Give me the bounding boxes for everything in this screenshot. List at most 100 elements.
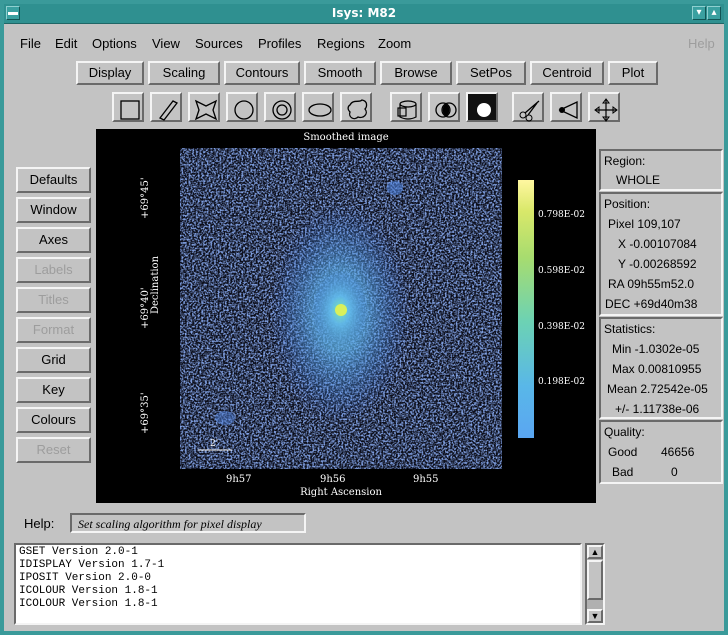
side-grid-button[interactable]: Grid [16, 347, 91, 373]
quality-box: Quality: Good 46656 Bad 0 [599, 420, 723, 484]
log-line: GSET Version 2.0-1 [19, 546, 138, 558]
move-icon [594, 98, 618, 122]
position-label: Position: [604, 197, 651, 211]
x-tick-3: 9h55 [413, 474, 439, 485]
good-label: Good [608, 445, 638, 459]
dec-value: DEC +69d40m38 [605, 297, 698, 311]
max-value: Max 0.00810955 [612, 362, 702, 376]
quality-label: Quality: [604, 425, 645, 439]
colorbar-tick-3: 0.398E-02 [538, 322, 585, 332]
side-titles-button[interactable]: Titles [16, 287, 91, 313]
minimize-button[interactable]: ▾ [692, 6, 706, 20]
venn-tool[interactable] [428, 92, 460, 122]
menu-bar: File Edit Options View Sources Profiles … [12, 31, 720, 55]
toolbar-browse-button[interactable]: Browse [380, 61, 452, 85]
annulus-tool[interactable] [264, 92, 296, 122]
title-bar[interactable]: ▬ Isys: M82 ▾ ▴ [4, 4, 724, 24]
ra-value: RA 09h55m52.0 [608, 277, 695, 291]
ellipse-icon [308, 103, 332, 117]
help-text-box: Set scaling algorithm for pixel display [70, 513, 306, 533]
colorbar [518, 180, 534, 438]
filled-circle-tool[interactable] [466, 92, 498, 122]
colorbar-tick-1: 0.798E-02 [538, 210, 585, 220]
menu-profiles[interactable]: Profiles [258, 36, 302, 51]
cylinder-icon [397, 100, 417, 120]
scroll-up-arrow[interactable]: ▲ [587, 545, 603, 559]
side-window-button[interactable]: Window [16, 197, 91, 223]
maximize-button[interactable]: ▴ [707, 6, 721, 20]
colorbar-tick-4: 0.198E-02 [538, 377, 585, 387]
error-value: +/- 1.11738e-06 [615, 402, 700, 416]
side-defaults-button[interactable]: Defaults [16, 167, 91, 193]
image-plot[interactable]: 2' [180, 148, 502, 469]
cylinder-tool[interactable] [390, 92, 422, 122]
circle-icon [234, 100, 254, 120]
eye-icon [558, 100, 578, 120]
toolbar-plot-button[interactable]: Plot [608, 61, 658, 85]
menu-sources[interactable]: Sources [195, 36, 243, 51]
window-menu-button[interactable]: ▬ [6, 6, 20, 20]
diamond-tool[interactable] [150, 92, 182, 122]
side-reset-button[interactable]: Reset [16, 437, 91, 463]
scroll-thumb[interactable] [587, 560, 603, 600]
menu-regions[interactable]: Regions [317, 36, 365, 51]
image-display[interactable]: Smoothed image [96, 129, 596, 503]
y-axis-label: Declination [150, 255, 161, 314]
ellipse-tool[interactable] [302, 92, 334, 122]
x-tick-2: 9h56 [320, 474, 346, 485]
side-format-button[interactable]: Format [16, 317, 91, 343]
toolbar-display-button[interactable]: Display [76, 61, 144, 85]
side-axes-button[interactable]: Axes [16, 227, 91, 253]
menu-options[interactable]: Options [92, 36, 137, 51]
move-tool[interactable] [588, 92, 620, 122]
position-box: Position: Pixel 109,107 X -0.00107084 Y … [599, 192, 723, 316]
scale-bar-label: 2' [210, 439, 218, 449]
diamond-icon [159, 100, 178, 121]
x-axis-label: Right Ascension [300, 487, 382, 498]
side-colours-button[interactable]: Colours [16, 407, 91, 433]
eye-tool[interactable] [550, 92, 582, 122]
image-title: Smoothed image [303, 132, 389, 143]
scissors-tool[interactable] [512, 92, 544, 122]
rectangle-icon [120, 100, 140, 120]
toolbar-smooth-button[interactable]: Smooth [304, 61, 376, 85]
x-tick-1: 9h57 [226, 474, 252, 485]
region-label: Region: [604, 154, 646, 168]
colorbar-tick-2: 0.598E-02 [538, 266, 585, 276]
circle-tool[interactable] [226, 92, 258, 122]
mean-value: Mean 2.72542e-05 [607, 382, 708, 396]
bowtie-tool[interactable] [188, 92, 220, 122]
toolbar-scaling-button[interactable]: Scaling [148, 61, 220, 85]
log-line: IPOSIT Version 2.0-0 [19, 572, 152, 584]
log-line: ICOLOUR Version 1.8-1 [19, 598, 158, 610]
scissors-icon [519, 100, 540, 122]
y-tick-1: +69°45' [140, 177, 151, 219]
menu-zoom[interactable]: Zoom [378, 36, 412, 51]
region-box: Region: WHOLE [599, 149, 723, 191]
toolbar-centroid-button[interactable]: Centroid [530, 61, 604, 85]
statistics-box: Statistics: Min -1.0302e-05 Max 0.008109… [599, 317, 723, 419]
help-label: Help: [24, 516, 55, 531]
side-labels-button[interactable]: Labels [16, 257, 91, 283]
log-line: ICOLOUR Version 1.8-1 [19, 585, 158, 597]
bad-value: 0 [671, 465, 678, 479]
toolbar-contours-button[interactable]: Contours [224, 61, 300, 85]
bowtie-icon [194, 99, 218, 121]
menu-edit[interactable]: Edit [55, 36, 78, 51]
min-value: Min -1.0302e-05 [612, 342, 700, 356]
toolbar-setpos-button[interactable]: SetPos [456, 61, 526, 85]
rectangle-tool[interactable] [112, 92, 144, 122]
freehand-tool[interactable] [340, 92, 372, 122]
y-tick-3: +69°35' [140, 392, 151, 434]
side-key-button[interactable]: Key [16, 377, 91, 403]
menu-view[interactable]: View [152, 36, 180, 51]
menu-file[interactable]: File [20, 36, 41, 51]
menu-help[interactable]: Help [688, 36, 715, 51]
y-value: Y -0.00268592 [618, 257, 697, 271]
log-scrollbar[interactable]: ▲ ▼ [585, 543, 605, 625]
scroll-down-arrow[interactable]: ▼ [587, 609, 603, 623]
region-value: WHOLE [616, 173, 661, 187]
log-area[interactable]: GSET Version 2.0-1 IDISPLAY Version 1.7-… [14, 543, 582, 625]
good-value: 46656 [661, 445, 695, 459]
